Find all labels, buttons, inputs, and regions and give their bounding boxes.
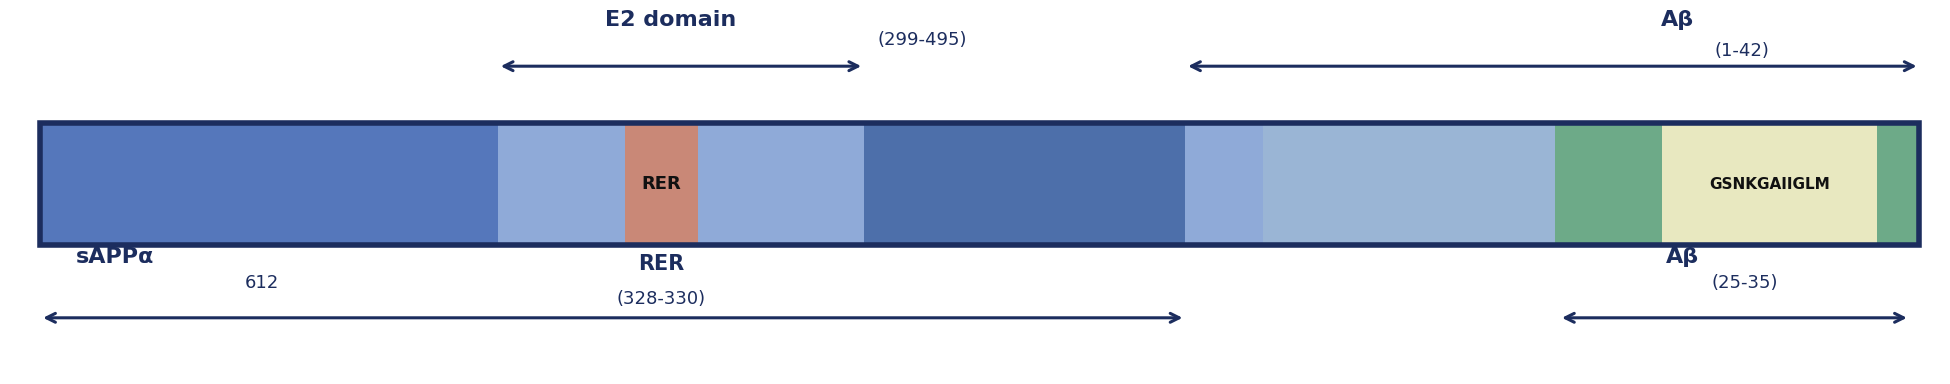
Bar <box>864 123 1186 245</box>
Bar <box>624 123 698 245</box>
Bar <box>1661 123 1876 245</box>
Text: Aβ: Aβ <box>1659 10 1693 30</box>
Text: GSNKGAIIGLM: GSNKGAIIGLM <box>1708 177 1829 192</box>
Bar <box>1264 123 1556 245</box>
Text: E2 domain: E2 domain <box>604 10 737 30</box>
Bar <box>41 123 497 245</box>
Bar <box>1556 123 1661 245</box>
Bar <box>41 123 1919 245</box>
Bar <box>1186 123 1264 245</box>
Text: sAPPα: sAPPα <box>76 247 154 267</box>
Bar <box>698 123 864 245</box>
Text: RER: RER <box>638 255 684 275</box>
Bar <box>1876 123 1919 245</box>
Text: 612: 612 <box>246 275 279 293</box>
Text: (328-330): (328-330) <box>616 290 706 308</box>
Bar <box>497 123 624 245</box>
Text: (25-35): (25-35) <box>1710 275 1778 293</box>
Text: Aβ: Aβ <box>1665 247 1698 267</box>
Text: (1-42): (1-42) <box>1714 42 1771 60</box>
Text: (299-495): (299-495) <box>878 30 967 48</box>
Text: RER: RER <box>642 175 681 194</box>
